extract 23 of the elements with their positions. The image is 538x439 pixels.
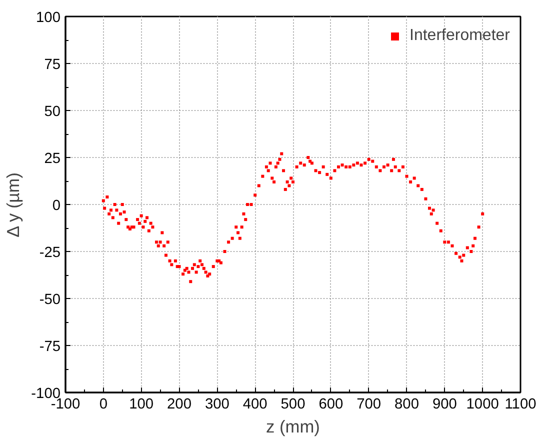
x-tick-label: 300 — [204, 396, 230, 412]
legend-label: Interferometer — [410, 27, 510, 45]
x-tick-label: 500 — [280, 396, 306, 412]
x-tick-label: 900 — [432, 396, 457, 412]
x-tick-label: 1100 — [504, 396, 536, 412]
x-tick-label: 400 — [242, 396, 268, 412]
x-tick-label: 600 — [318, 396, 344, 412]
y-tick-label: -50 — [39, 292, 61, 308]
x-tick-label: 200 — [167, 396, 192, 412]
x-tick-label: 0 — [99, 396, 108, 412]
y-tick-label: 50 — [44, 104, 61, 120]
x-tick-label: 800 — [394, 396, 419, 412]
x-axis-title: z (mm) — [266, 416, 320, 436]
y-tick-label: 75 — [44, 57, 61, 73]
y-tick-label: -75 — [39, 339, 61, 355]
y-tick-label: 100 — [36, 10, 61, 26]
x-tick-label: 700 — [356, 396, 382, 412]
x-tick-label: 1000 — [466, 396, 499, 412]
y-tick-label: 0 — [52, 198, 61, 214]
y-tick-label: -25 — [39, 245, 61, 261]
y-axis-title: Δ y (µm) — [3, 172, 24, 238]
y-tick-label: 25 — [44, 151, 61, 167]
x-tick-label: 100 — [129, 396, 154, 412]
